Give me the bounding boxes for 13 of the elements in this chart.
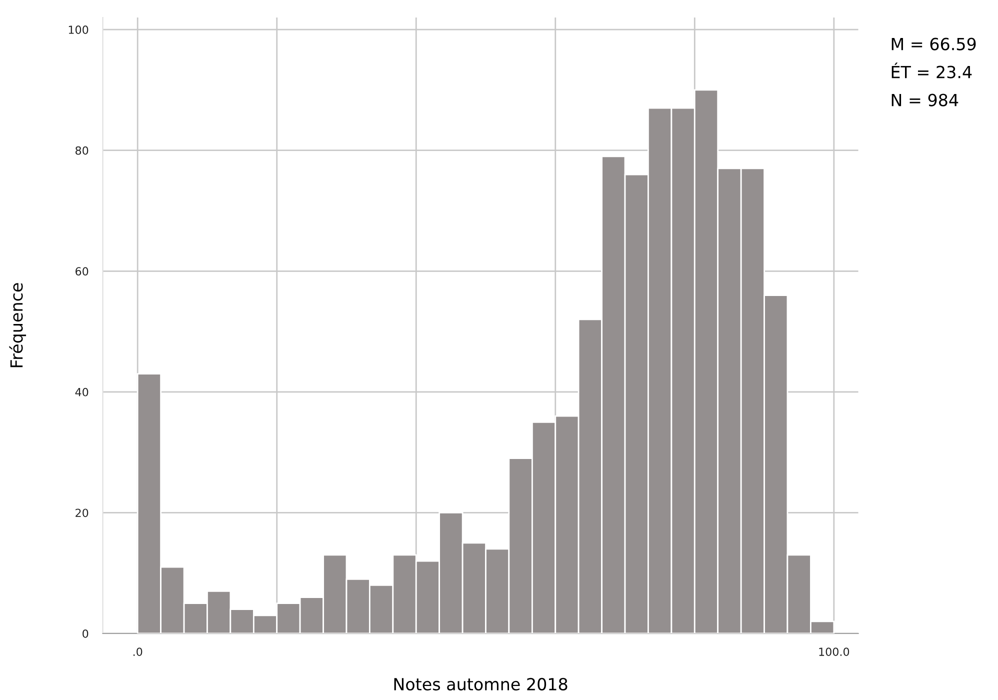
y-tick-label: 40 [75, 388, 88, 396]
y-tick-label: 20 [76, 508, 88, 518]
text: M = 66.59 [892, 38, 976, 50]
x-axis-title: Notes automne 2018 [394, 678, 568, 690]
y-axis-title: Fréquence [9, 283, 26, 368]
text: N = 984 [892, 94, 958, 106]
y-tick-label: 100 [68, 26, 88, 34]
x-tick-label: .0 [133, 648, 142, 656]
y-tick-label: 0 [82, 629, 88, 638]
y-tick-label: 80 [76, 146, 88, 155]
text: ÉT = 23.4 [892, 62, 972, 78]
x-tick-label: 100.0 [819, 648, 850, 656]
y-tick-label: 60 [76, 267, 88, 276]
